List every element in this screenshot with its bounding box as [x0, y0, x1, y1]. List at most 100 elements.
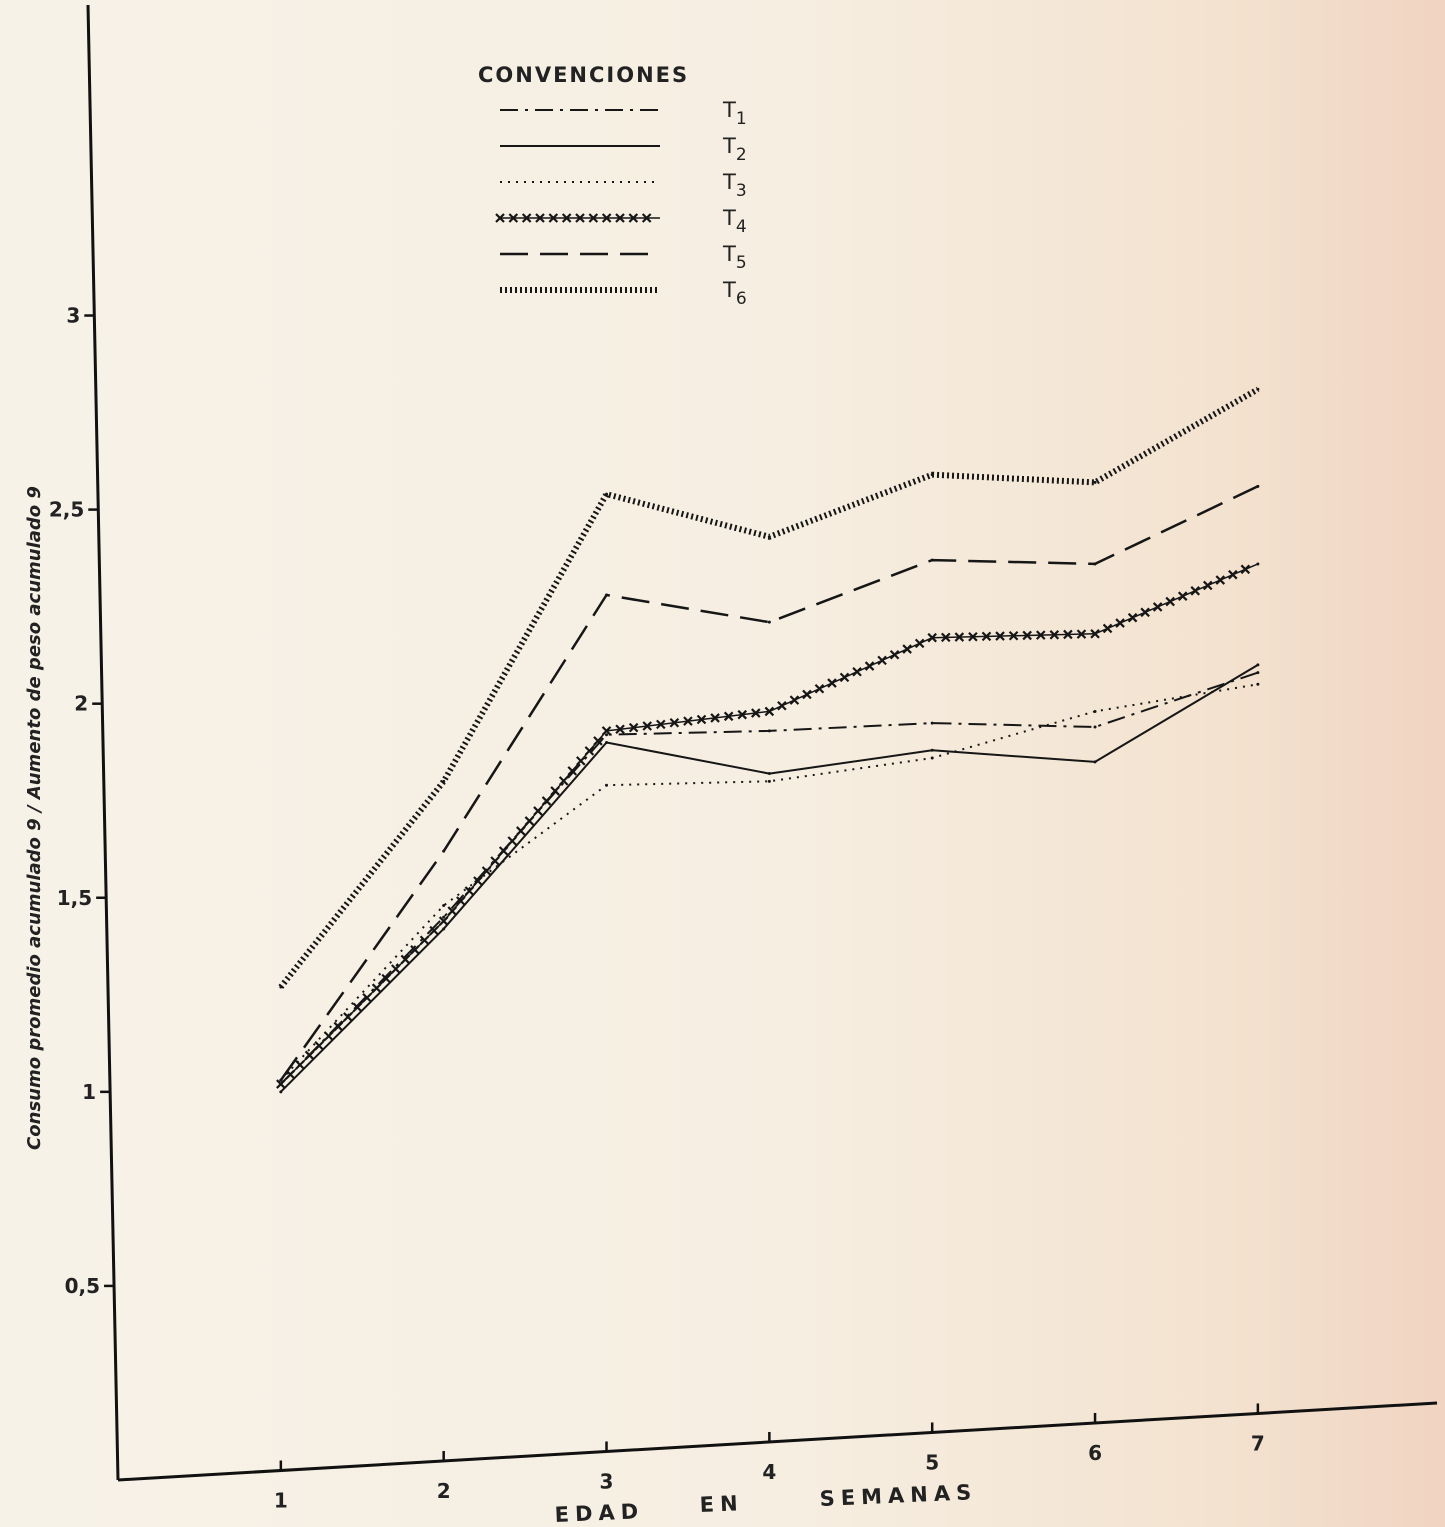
cross-marker	[864, 661, 875, 671]
x-tick-label: 1	[274, 1488, 288, 1512]
cross-marker	[333, 1021, 344, 1032]
series-line-t2	[280, 664, 1259, 1093]
data-point	[1256, 562, 1260, 566]
data-point	[1256, 671, 1260, 675]
y-tick-label: 1	[82, 1080, 96, 1104]
cross-marker	[1228, 569, 1238, 580]
cross-marker	[669, 717, 680, 728]
cross-marker	[464, 886, 475, 896]
legend-label: T5	[722, 242, 747, 273]
legend-label: T1	[722, 98, 747, 129]
cross-marker	[588, 213, 599, 223]
cross-marker	[381, 973, 391, 984]
cross-marker	[737, 709, 747, 720]
cross-marker	[852, 666, 862, 677]
cross-marker	[362, 992, 372, 1003]
cross-marker	[1115, 618, 1125, 628]
cross-marker	[601, 213, 612, 223]
cross-marker	[1022, 630, 1032, 641]
cross-marker	[696, 714, 707, 725]
data-point	[442, 849, 446, 853]
data-point	[442, 927, 446, 931]
cross-marker	[615, 213, 625, 223]
cross-marker	[481, 866, 492, 876]
x-tick-label: 3	[600, 1469, 614, 1493]
data-point	[1093, 709, 1097, 713]
series-t5	[279, 484, 1260, 1082]
legend-label: T3	[722, 170, 747, 201]
data-point	[1093, 725, 1097, 729]
cross-marker	[954, 632, 965, 642]
cross-marker	[889, 649, 900, 660]
y-ticks: 0,5 1 1,5 2 2,5 3	[49, 304, 115, 1298]
x-tick-label: 6	[1088, 1441, 1102, 1465]
data-point	[930, 748, 934, 752]
data-point	[1093, 760, 1097, 764]
y-axis-line	[86, 4, 120, 1481]
data-point	[1256, 682, 1260, 686]
data-point	[279, 1082, 283, 1086]
data-point	[930, 636, 934, 640]
cross-marker	[410, 945, 420, 955]
x-ticks: 1 2 3 4 5 6 7	[274, 1403, 1265, 1512]
data-point	[767, 779, 771, 783]
y-tick-label: 3	[66, 304, 80, 328]
series-line-t4	[280, 563, 1259, 1085]
y-axis-title: Consumo promedio acumulado 9 / Aumento d…	[24, 486, 45, 1150]
cross-marker	[683, 716, 693, 726]
legend-label: T2	[722, 134, 747, 165]
cross-marker	[615, 724, 625, 735]
cross-marker	[914, 638, 925, 649]
cross-marker	[343, 1012, 353, 1022]
cross-marker	[1190, 586, 1201, 596]
cross-marker	[1152, 602, 1163, 612]
cross-marker	[516, 826, 526, 836]
data-point	[767, 709, 771, 713]
cross-marker	[656, 719, 666, 730]
y-tick-label: 2,5	[49, 498, 84, 522]
legend-item-t3: T3	[500, 170, 747, 201]
series-line-t5	[279, 485, 1259, 1081]
series-line-t6	[278, 386, 1260, 989]
cross-marker	[352, 1002, 363, 1013]
data-point	[930, 558, 934, 562]
legend: CONVENCIONES T1 T2 T3 T4 T5 T6	[478, 63, 747, 309]
cross-marker	[576, 756, 586, 766]
data-point	[605, 783, 609, 787]
y-tick-label: 2	[74, 692, 88, 716]
legend-item-t4: T4	[495, 206, 747, 237]
cross-marker	[1063, 629, 1073, 640]
cross-marker	[1127, 612, 1138, 623]
data-point	[279, 1090, 283, 1094]
cross-marker	[827, 678, 837, 688]
data-point	[279, 985, 283, 989]
cross-marker	[473, 876, 483, 886]
data-point	[442, 919, 446, 923]
data-point	[605, 492, 609, 496]
data-point	[1256, 663, 1260, 667]
cross-marker	[968, 631, 978, 642]
data-point	[930, 756, 934, 760]
cross-marker	[1177, 591, 1188, 601]
cross-marker	[295, 1060, 305, 1070]
cross-marker	[877, 655, 887, 666]
legend-label: T4	[722, 206, 747, 237]
cross-marker	[995, 631, 1005, 641]
series-t1	[279, 671, 1260, 1086]
data-point	[605, 593, 609, 597]
data-point	[767, 620, 771, 624]
axes	[86, 4, 1438, 1482]
cross-marker	[548, 213, 559, 223]
cross-marker	[304, 1050, 315, 1061]
x-tick-label: 5	[925, 1450, 939, 1474]
cross-marker	[584, 746, 595, 756]
cross-marker	[1215, 575, 1226, 585]
x-axis-title-word: SEMANAS	[819, 1480, 977, 1511]
data-point	[767, 729, 771, 733]
data-point	[605, 733, 609, 737]
cross-marker	[558, 776, 569, 786]
x-axis-line	[117, 1401, 1438, 1482]
data-point	[1093, 480, 1097, 484]
x-tick-label: 4	[762, 1460, 776, 1484]
